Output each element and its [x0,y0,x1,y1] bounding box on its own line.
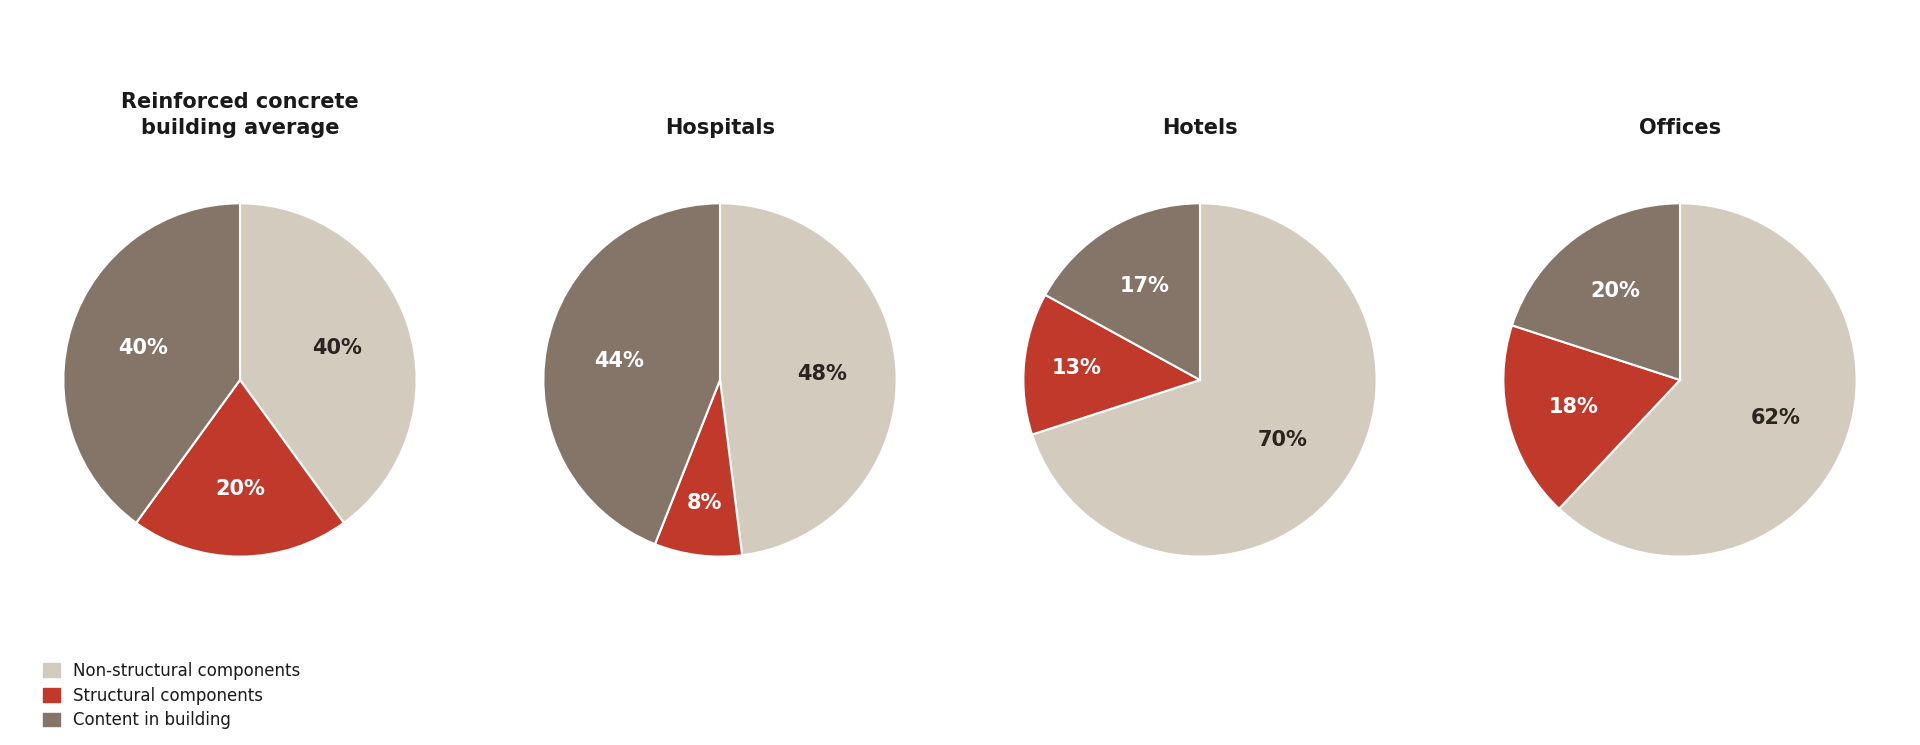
Text: 13%: 13% [1052,358,1102,378]
Wedge shape [543,203,720,544]
Title: Reinforced concrete
building average: Reinforced concrete building average [121,92,359,138]
Wedge shape [240,203,417,523]
Text: 40%: 40% [313,338,363,358]
Wedge shape [63,203,240,523]
Wedge shape [1559,203,1857,557]
Text: 17%: 17% [1119,276,1169,296]
Wedge shape [1503,326,1680,509]
Wedge shape [1513,203,1680,380]
Legend: Non-structural components, Structural components, Content in building: Non-structural components, Structural co… [42,662,300,729]
Text: 20%: 20% [1590,282,1640,301]
Text: 70%: 70% [1258,430,1308,450]
Title: Hospitals: Hospitals [664,118,776,138]
Wedge shape [1044,203,1200,380]
Wedge shape [655,380,743,557]
Text: 48%: 48% [797,364,847,384]
Title: Offices: Offices [1640,118,1720,138]
Text: 44%: 44% [595,351,645,371]
Wedge shape [1023,295,1200,434]
Title: Hotels: Hotels [1162,118,1238,138]
Text: 20%: 20% [215,480,265,499]
Wedge shape [136,380,344,557]
Text: 62%: 62% [1751,408,1801,428]
Wedge shape [1033,203,1377,557]
Text: 40%: 40% [117,338,167,358]
Wedge shape [720,203,897,555]
Text: 18%: 18% [1549,397,1599,417]
Text: 8%: 8% [687,492,722,513]
